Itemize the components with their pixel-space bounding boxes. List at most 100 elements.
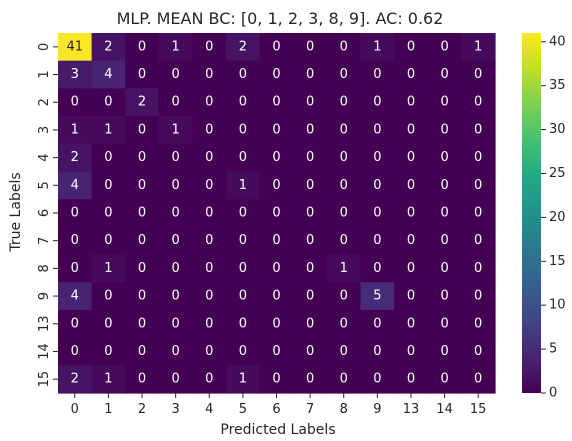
y-tick-label: 5 <box>37 181 52 189</box>
heatmap-cell-r0-c14 <box>427 33 462 62</box>
cell-value-label: 0 <box>138 122 146 137</box>
cell-value-label: 0 <box>440 372 448 387</box>
cell-value-label: 1 <box>104 261 112 276</box>
y-tick-label: 1 <box>37 70 52 78</box>
y-tick-label: 4 <box>37 153 52 161</box>
heatmap-cell-r15-c4 <box>192 365 227 394</box>
cell-value-label: 0 <box>272 316 280 331</box>
heatmap-cell-r2-c8 <box>326 88 362 117</box>
cell-value-label: 0 <box>138 372 146 387</box>
heatmap-cell-r0-c4 <box>192 33 227 62</box>
heatmap-cell-r8-c6 <box>259 254 294 283</box>
cell-value-label: 0 <box>407 233 415 248</box>
cell-value-label: 0 <box>306 122 314 137</box>
cell-value-label: 0 <box>474 178 482 193</box>
cell-value-label: 0 <box>272 261 280 276</box>
x-tick-label: 4 <box>205 402 213 417</box>
heatmap-cell-r9-c9 <box>360 282 395 311</box>
heatmap-cell-r6-c9 <box>360 199 395 228</box>
cell-value-label: 0 <box>306 372 314 387</box>
heatmap-cell-r14-c6 <box>259 337 294 366</box>
heatmap-cell-r2-c0 <box>58 88 93 117</box>
cell-value-label: 0 <box>407 261 415 276</box>
heatmap-cell-r9-c7 <box>293 282 328 311</box>
cell-value-label: 0 <box>340 289 348 304</box>
heatmap-cell-r7-c15 <box>461 226 496 256</box>
cell-value-label: 2 <box>138 95 146 110</box>
heatmap-cell-r15-c2 <box>125 365 160 394</box>
cell-value-label: 1 <box>172 39 180 54</box>
cell-value-label: 0 <box>239 122 247 137</box>
cell-value-label: 0 <box>407 372 415 387</box>
heatmap-cell-r15-c14 <box>427 365 462 394</box>
y-tick-label: 6 <box>37 209 52 217</box>
heatmap-cell-r0-c1 <box>91 33 126 62</box>
heatmap-cell-r9-c3 <box>158 282 194 311</box>
cell-value-label: 0 <box>138 261 146 276</box>
heatmap-cell-r7-c6 <box>259 226 294 256</box>
cell-value-label: 0 <box>373 178 381 193</box>
heatmap-cell-r13-c4 <box>192 309 227 339</box>
heatmap-cell-r9-c0 <box>58 282 93 311</box>
cell-value-label: 0 <box>474 122 482 137</box>
y-axis-ticks: 0 1 2 3 4 5 6 7 8 9 13 14 15 <box>37 43 58 388</box>
cell-value-label: 2 <box>71 150 79 165</box>
heatmap-cell-r2-c2 <box>125 88 160 117</box>
cell-value-label: 0 <box>373 372 381 387</box>
cell-value-label: 0 <box>172 289 180 304</box>
cell-value-label: 0 <box>340 67 348 82</box>
y-tick-label: 2 <box>37 98 52 106</box>
x-tick-label: 0 <box>71 402 79 417</box>
heatmap-cell-r0-c7 <box>293 33 328 62</box>
heatmap-cell-r7-c14 <box>427 226 462 256</box>
cell-value-label: 0 <box>104 344 112 359</box>
cell-value-label: 1 <box>172 122 180 137</box>
cell-value-label: 0 <box>205 289 213 304</box>
heatmap-cell-r1-c0 <box>58 60 93 89</box>
cell-value-label: 1 <box>340 261 348 276</box>
heatmap-cell-r5-c13 <box>394 171 429 200</box>
heatmap-cell-r13-c8 <box>326 309 362 339</box>
heatmap-cell-r15-c9 <box>360 365 395 394</box>
heatmap-cell-r3-c1 <box>91 116 126 145</box>
cell-value-label: 0 <box>407 344 415 359</box>
y-tick-label: 3 <box>37 126 52 134</box>
cell-value-label: 0 <box>138 39 146 54</box>
heatmap-cell-r3-c0 <box>58 116 93 145</box>
cell-value-label: 0 <box>440 316 448 331</box>
heatmap-cell-r3-c14 <box>427 116 462 145</box>
heatmap-cell-r8-c13 <box>394 254 429 283</box>
colorbar-tick-label: 15 <box>549 254 566 269</box>
heatmap-cell-r2-c5 <box>226 88 261 117</box>
heatmap-cell-r5-c7 <box>293 171 328 200</box>
cell-value-label: 0 <box>205 39 213 54</box>
cell-value-label: 0 <box>306 67 314 82</box>
cell-value-label: 1 <box>239 178 247 193</box>
heatmap-cell-r13-c7 <box>293 309 328 339</box>
heatmap-cell-r13-c0 <box>58 309 93 339</box>
cell-value-label: 4 <box>104 67 112 82</box>
heatmap-cell-r5-c15 <box>461 171 496 200</box>
colorbar-tick-label: 35 <box>549 78 566 93</box>
y-tick-label: 15 <box>37 371 52 388</box>
x-tick-label: 7 <box>306 402 314 417</box>
heatmap-cell-r1-c9 <box>360 60 395 89</box>
cell-value-label: 0 <box>172 67 180 82</box>
cell-value-label: 0 <box>205 178 213 193</box>
cell-value-label: 0 <box>71 206 79 221</box>
x-tick-label: 1 <box>104 402 112 417</box>
cell-value-label: 0 <box>239 150 247 165</box>
heatmap-cell-r8-c1 <box>91 254 126 283</box>
cell-value-label: 0 <box>272 122 280 137</box>
heatmap-cell-r14-c15 <box>461 337 496 366</box>
heatmap-cell-r1-c15 <box>461 60 496 89</box>
heatmap-cell-r5-c4 <box>192 171 227 200</box>
cell-value-label: 0 <box>138 178 146 193</box>
cell-value-label: 0 <box>407 39 415 54</box>
heatmap-cell-r3-c6 <box>259 116 294 145</box>
heatmap-cell-r5-c3 <box>158 171 194 200</box>
heatmap-cell-r9-c5 <box>226 282 261 311</box>
heatmap-cell-r15-c1 <box>91 365 126 394</box>
cell-value-label: 0 <box>407 206 415 221</box>
cell-value-label: 0 <box>474 372 482 387</box>
